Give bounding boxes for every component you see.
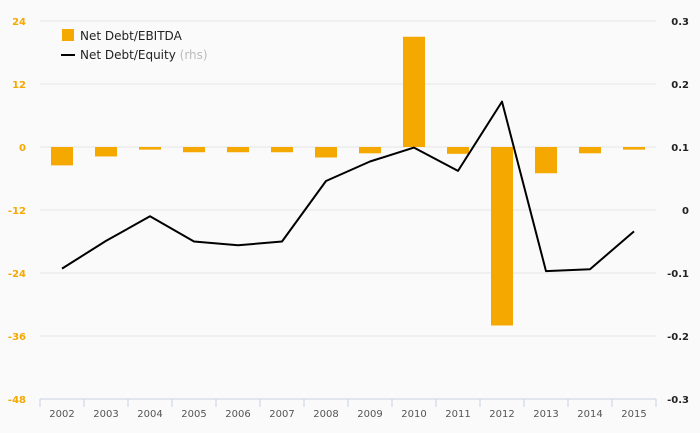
equity-line (61, 100, 635, 273)
bar (447, 147, 469, 154)
bar (227, 147, 249, 153)
bar (139, 147, 161, 150)
right-tick-label: 0 (682, 206, 689, 217)
x-tick-label: 2015 (621, 409, 646, 420)
left-axis: -48 -36 -24 -12 0 12 24 (8, 17, 26, 406)
left-tick-label: -12 (8, 206, 26, 217)
x-tick-label: 2013 (533, 409, 558, 420)
bar (271, 147, 293, 153)
x-tick-label: 2005 (181, 409, 206, 420)
left-tick-label: -48 (8, 395, 26, 406)
right-tick-label: -0.3 (667, 395, 689, 406)
bar (95, 147, 117, 157)
right-axis: -0.3 -0.2 -0.1 0 0.1 0.2 0.3 (667, 17, 689, 406)
x-tick-label: 2004 (137, 409, 162, 420)
line-series (61, 100, 635, 273)
left-tick-label: 0 (19, 143, 26, 154)
legend: Net Debt/EBITDA Net Debt/Equity (rhs) (61, 29, 208, 62)
legend-bar-swatch (62, 29, 74, 41)
right-tick-label: -0.2 (667, 332, 689, 343)
legend-line-label: Net Debt/Equity (rhs) (80, 48, 208, 62)
x-tick-label: 2012 (489, 409, 514, 420)
legend-line-text: Net Debt/Equity (80, 48, 176, 62)
bar (315, 147, 337, 158)
x-tick-label: 2006 (225, 409, 250, 420)
right-tick-label: 0.2 (671, 80, 689, 91)
x-tick-label: 2008 (313, 409, 338, 420)
x-tick-label: 2011 (445, 409, 470, 420)
right-tick-label: 0.3 (671, 17, 689, 28)
x-tick-label: 2014 (577, 409, 602, 420)
x-tick-label: 2009 (357, 409, 382, 420)
left-tick-label: -36 (8, 332, 26, 343)
x-tick-label: 2010 (401, 409, 426, 420)
bar (535, 147, 557, 174)
bar (403, 36, 425, 147)
left-tick-label: 12 (12, 80, 26, 91)
legend-line-note: (rhs) (180, 48, 208, 62)
legend-bar-label: Net Debt/EBITDA (80, 29, 183, 43)
left-tick-label: 24 (12, 17, 26, 28)
right-tick-label: 0.1 (671, 143, 689, 154)
bar (51, 147, 73, 166)
x-tick-label: 2007 (269, 409, 294, 420)
bar (183, 147, 205, 153)
left-tick-label: -24 (8, 269, 26, 280)
bar (491, 147, 513, 326)
bar-series (51, 36, 645, 326)
right-tick-label: -0.1 (667, 269, 689, 280)
bar (623, 147, 645, 150)
bar (579, 147, 601, 154)
x-tick-label: 2002 (49, 409, 74, 420)
x-tick-label: 2003 (93, 409, 118, 420)
bar (359, 147, 381, 154)
x-axis: 2002 2003 2004 2005 2006 2007 2008 2009 2010 2011… (39, 398, 657, 420)
